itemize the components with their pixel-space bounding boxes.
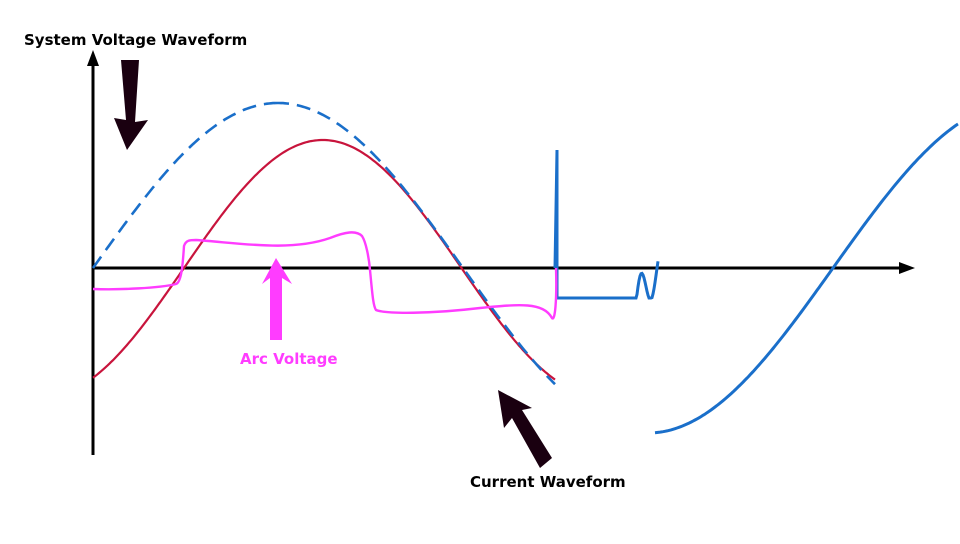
system-voltage-waveform-dashed-start bbox=[91, 101, 275, 269]
recovery-voltage-oscillation bbox=[553, 149, 660, 300]
current-waveform bbox=[92, 138, 556, 381]
current-waveform-label: Current Waveform bbox=[470, 473, 626, 491]
system-voltage-arrow bbox=[114, 60, 148, 150]
system-voltage-waveform-after-interruption bbox=[654, 122, 959, 435]
arc-voltage-label: Arc Voltage bbox=[240, 350, 338, 368]
arc-voltage-waveform bbox=[92, 231, 558, 320]
arc-voltage-arrow bbox=[262, 258, 292, 340]
y-axis-arrowhead bbox=[87, 50, 99, 66]
x-axis-arrowhead bbox=[899, 262, 915, 274]
system-voltage-waveform-dashed-mid bbox=[274, 101, 556, 386]
system-voltage-label: System Voltage Waveform bbox=[24, 31, 248, 49]
current-waveform-arrow bbox=[498, 390, 552, 468]
